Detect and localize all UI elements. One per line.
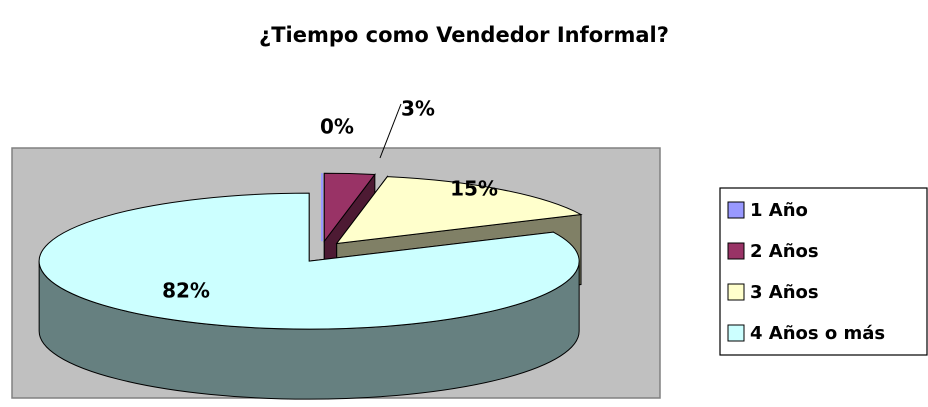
legend-swatch [727, 242, 745, 260]
data-label: 0% [320, 115, 354, 139]
leader-line [379, 103, 402, 159]
legend-swatch [727, 201, 745, 219]
legend-swatch [727, 283, 745, 301]
chart-title: ¿Tiempo como Vendedor Informal? [259, 23, 669, 47]
slice [38, 192, 580, 330]
legend-label: 4 Años o más [750, 323, 885, 344]
data-label: 3% [401, 97, 435, 121]
legend-swatch [727, 324, 745, 342]
slice [335, 176, 583, 245]
data-label: 82% [162, 279, 210, 303]
legend-label: 2 Años [750, 241, 819, 262]
slice [323, 172, 376, 243]
legend [719, 187, 928, 356]
legend-label: 1 Año [750, 200, 808, 221]
legend-label: 3 Años [750, 282, 819, 303]
data-label: 15% [450, 177, 498, 201]
